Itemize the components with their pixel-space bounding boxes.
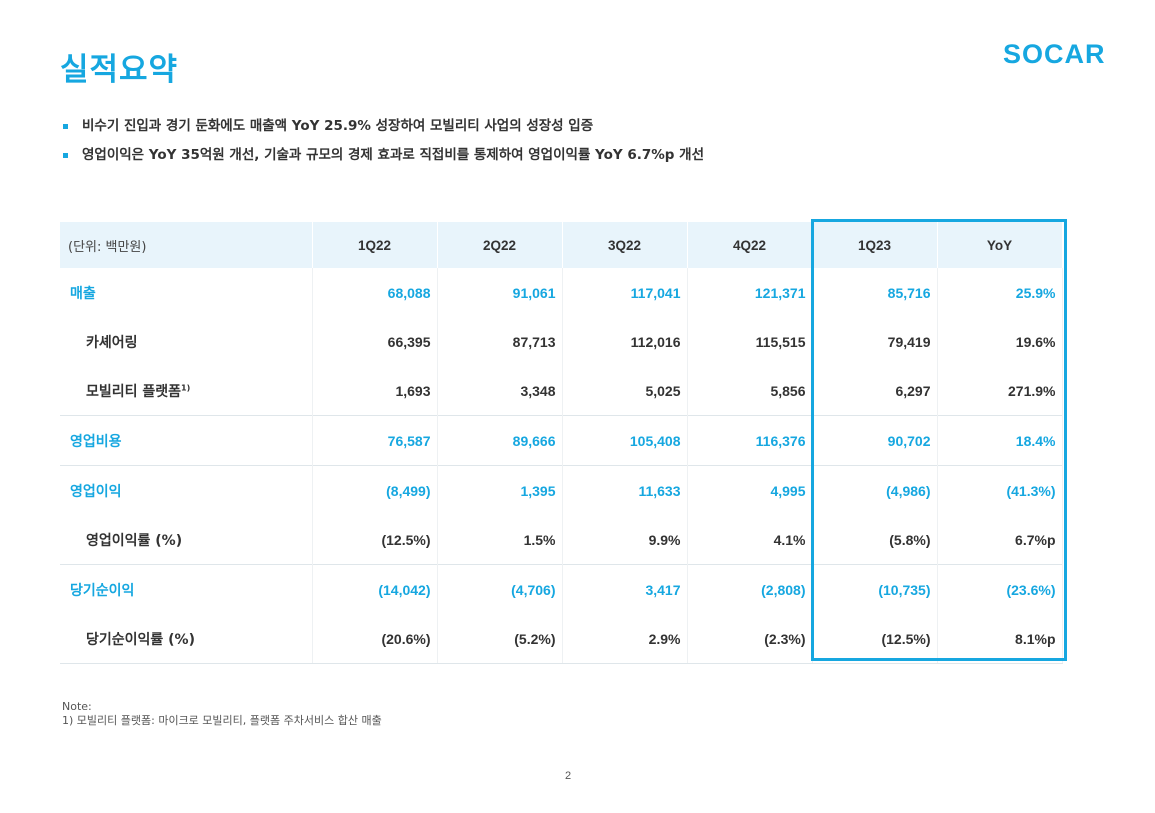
row-label: 모빌리티 플랫폼1) — [60, 366, 313, 416]
table-cell: 25.9% — [937, 268, 1063, 317]
table-cell: 8.1%p — [937, 614, 1063, 664]
table-cell: 112,016 — [562, 317, 688, 366]
table-cell: 90,702 — [812, 415, 938, 466]
row-label-text: 모빌리티 플랫폼 — [86, 383, 182, 400]
table-cell: 1,693 — [312, 366, 438, 416]
footnote: Note: 1) 모빌리티 플랫폼: 마이크로 모빌리티, 플랫폼 주차서비스 … — [62, 700, 382, 728]
column-header: 1Q23 — [812, 222, 938, 268]
table-cell: 9.9% — [562, 515, 688, 565]
row-label: 카셰어링 — [60, 317, 313, 366]
table-cell: 1.5% — [437, 515, 563, 565]
footnote-text: 1) 모빌리티 플랫폼: 마이크로 모빌리티, 플랫폼 주차서비스 합산 매출 — [62, 714, 382, 727]
table-cell: 66,395 — [312, 317, 438, 366]
table-header-row: (단위: 백만원) 1Q22 2Q22 3Q22 4Q22 1Q23 YoY — [60, 222, 1063, 268]
column-header: 1Q22 — [312, 222, 438, 268]
socar-logo: SOCAR — [1003, 39, 1106, 69]
table-cell: 6.7%p — [937, 515, 1063, 565]
summary-bullets: 비수기 진입과 경기 둔화에도 매출액 YoY 25.9% 성장하여 모빌리티 … — [60, 116, 1100, 174]
column-header: 2Q22 — [437, 222, 563, 268]
table-cell: 3,417 — [562, 564, 688, 614]
row-label: 당기순이익률 (%) — [60, 614, 313, 664]
table-row-operating-expenses: 영업비용 76,587 89,666 105,408 116,376 90,70… — [60, 415, 1063, 466]
table-cell: 5,856 — [687, 366, 813, 416]
table-cell: 89,666 — [437, 415, 563, 466]
table-cell: (8,499) — [312, 465, 438, 515]
row-label: 당기순이익 — [60, 564, 313, 614]
table-cell: 11,633 — [562, 465, 688, 515]
column-header: 4Q22 — [687, 222, 813, 268]
table-cell: 68,088 — [312, 268, 438, 317]
table-cell: 121,371 — [687, 268, 813, 317]
table-cell: (5.2%) — [437, 614, 563, 664]
table-row-carsharing: 카셰어링 66,395 87,713 112,016 115,515 79,41… — [60, 317, 1063, 366]
table-cell: (41.3%) — [937, 465, 1063, 515]
table-row-net-income: 당기순이익 (14,042) (4,706) 3,417 (2,808) (10… — [60, 564, 1063, 614]
row-label: 영업이익 — [60, 465, 313, 515]
results-table: (단위: 백만원) 1Q22 2Q22 3Q22 4Q22 1Q23 YoY 매… — [60, 222, 1063, 664]
table-cell: 19.6% — [937, 317, 1063, 366]
table-cell: 271.9% — [937, 366, 1063, 416]
unit-label: (단위: 백만원) — [60, 222, 313, 268]
table-cell: (23.6%) — [937, 564, 1063, 614]
table-cell: 1,395 — [437, 465, 563, 515]
page-title: 실적요약 — [60, 52, 179, 88]
row-label: 매출 — [60, 268, 313, 317]
bullet-item: 영업이익은 YoY 35억원 개선, 기술과 규모의 경제 효과로 직접비를 통… — [60, 145, 1100, 174]
table-cell: 91,061 — [437, 268, 563, 317]
table-cell: 4.1% — [687, 515, 813, 565]
column-header: 3Q22 — [562, 222, 688, 268]
table-cell: (5.8%) — [812, 515, 938, 565]
table-cell: 2.9% — [562, 614, 688, 664]
page-number: 2 — [565, 770, 572, 782]
footnote-marker: 1) — [181, 382, 191, 392]
table-cell: (2.3%) — [687, 614, 813, 664]
column-header: YoY — [937, 222, 1063, 268]
table-cell: 105,408 — [562, 415, 688, 466]
table-cell: 116,376 — [687, 415, 813, 466]
table-cell: (20.6%) — [312, 614, 438, 664]
table-cell: 18.4% — [937, 415, 1063, 466]
table-row-operating-income: 영업이익 (8,499) 1,395 11,633 4,995 (4,986) … — [60, 465, 1063, 515]
table-cell: 117,041 — [562, 268, 688, 317]
table-cell: 79,419 — [812, 317, 938, 366]
table-cell: (10,735) — [812, 564, 938, 614]
table-cell: (14,042) — [312, 564, 438, 614]
table-cell: 6,297 — [812, 366, 938, 416]
bullet-item: 비수기 진입과 경기 둔화에도 매출액 YoY 25.9% 성장하여 모빌리티 … — [60, 116, 1100, 145]
table-cell: (12.5%) — [312, 515, 438, 565]
bullet-text: 비수기 진입과 경기 둔화에도 매출액 YoY 25.9% 성장하여 모빌리티 … — [82, 118, 594, 134]
table-cell: (12.5%) — [812, 614, 938, 664]
table-row-revenue: 매출 68,088 91,061 117,041 121,371 85,716 … — [60, 268, 1063, 317]
row-label: 영업비용 — [60, 415, 313, 466]
table-cell: 5,025 — [562, 366, 688, 416]
table-cell: (4,706) — [437, 564, 563, 614]
bullet-marker-icon — [63, 124, 68, 129]
table-cell: (4,986) — [812, 465, 938, 515]
footnote-heading: Note: — [62, 700, 92, 713]
table-cell: 4,995 — [687, 465, 813, 515]
table-cell: 85,716 — [812, 268, 938, 317]
table-cell: 3,348 — [437, 366, 563, 416]
table-cell: (2,808) — [687, 564, 813, 614]
table-row-operating-margin: 영업이익률 (%) (12.5%) 1.5% 9.9% 4.1% (5.8%) … — [60, 515, 1063, 565]
table-row-net-margin: 당기순이익률 (%) (20.6%) (5.2%) 2.9% (2.3%) (1… — [60, 614, 1063, 664]
table-cell: 115,515 — [687, 317, 813, 366]
row-label: 영업이익률 (%) — [60, 515, 313, 565]
table-row-mobility-platform: 모빌리티 플랫폼1) 1,693 3,348 5,025 5,856 6,297… — [60, 366, 1063, 416]
table-cell: 76,587 — [312, 415, 438, 466]
bullet-marker-icon — [63, 153, 68, 158]
bullet-text: 영업이익은 YoY 35억원 개선, 기술과 규모의 경제 효과로 직접비를 통… — [82, 147, 704, 163]
table-cell: 87,713 — [437, 317, 563, 366]
